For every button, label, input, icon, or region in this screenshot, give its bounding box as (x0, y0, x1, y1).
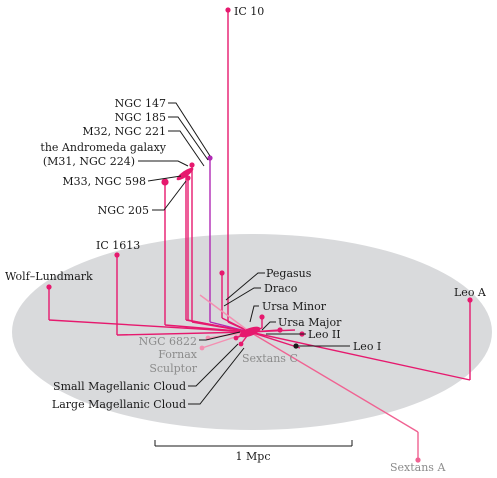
leader-lines (138, 102, 350, 405)
label-draco: Draco (264, 282, 298, 295)
sculptor-point (233, 335, 239, 341)
label-andromeda: the Andromeda galaxy (40, 141, 166, 154)
andromeda-galaxy-marker (176, 167, 194, 181)
pegasus-point (219, 270, 225, 276)
sextans-c-point (238, 341, 244, 347)
label-pegasus: Pegasus (266, 267, 312, 280)
label-ngc6822: NGC 6822 (139, 335, 197, 348)
label-leo-ii: Leo II (308, 328, 341, 341)
ursa-minor-point (259, 314, 265, 320)
wolf-lundmark-point (46, 284, 52, 290)
label-ursa-major: Ursa Major (278, 316, 342, 329)
label-leo-i: Leo I (353, 340, 381, 353)
fornax-point (199, 345, 205, 351)
label-ngc147: NGC 147 (115, 97, 166, 110)
ngc205-point (185, 175, 191, 181)
label-ic1613: IC 1613 (96, 239, 140, 252)
label-sextans-a: Sextans A (390, 461, 446, 474)
label-ursa-minor: Ursa Minor (262, 300, 327, 313)
label-sextans-c: Sextans C (242, 352, 298, 365)
milky-way-marker (239, 326, 261, 338)
label-ngc185: NGC 185 (115, 111, 166, 124)
ursa-major-point (277, 327, 283, 333)
label-m31: (M31, NGC 224) (43, 155, 135, 168)
label-ic10: IC 10 (234, 5, 264, 18)
in-plane-lines (48, 294, 471, 433)
scale-bar: 1 Mpc (154, 440, 353, 463)
ic10-point (225, 7, 231, 13)
label-wolf-lundmark: Wolf–Lundmark (5, 270, 93, 283)
ngc147-point (207, 155, 213, 161)
label-m32: M32, NGC 221 (82, 125, 166, 138)
ngc185-point (189, 162, 195, 168)
label-leo-a: Leo A (454, 286, 487, 299)
m33-point (161, 178, 169, 186)
label-m33: M33, NGC 598 (62, 175, 146, 188)
label-small-magellanic-cloud: Small Magellanic Cloud (53, 380, 186, 393)
label-large-magellanic-cloud: Large Magellanic Cloud (52, 398, 186, 411)
galaxy-labels: IC 10 NGC 147 NGC 185 M32, NGC 221 the A… (5, 5, 487, 474)
ic1613-point (114, 252, 120, 258)
sextans-a-point (415, 457, 421, 463)
label-fornax: Fornax (158, 348, 198, 361)
leo-a-point (467, 297, 473, 303)
galaxy-points (46, 7, 473, 463)
label-sculptor: Sculptor (149, 362, 197, 375)
scale-bar-label: 1 Mpc (236, 450, 271, 463)
projection-lines (48, 10, 471, 460)
label-ngc205: NGC 205 (98, 204, 149, 217)
